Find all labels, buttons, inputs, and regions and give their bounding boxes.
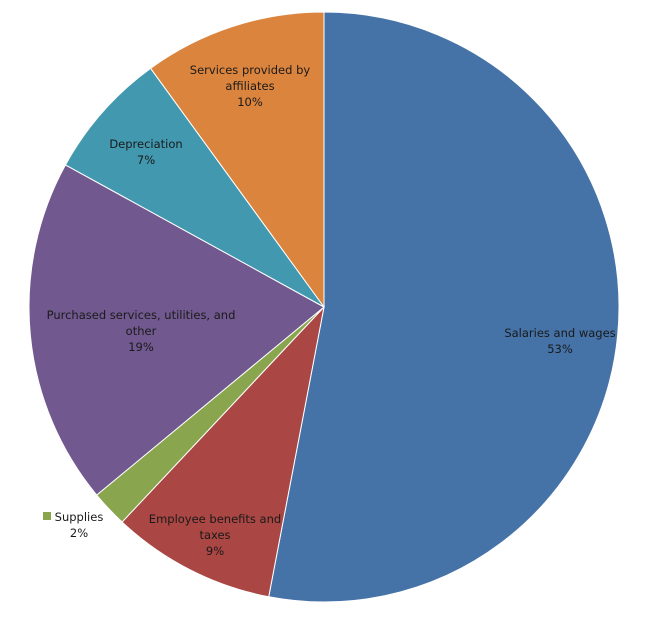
pie-slice (28, 164, 325, 496)
label-value: 19% (128, 340, 154, 354)
data-label: Salaries and wages 53% (495, 325, 625, 357)
pie-slice (64, 67, 325, 308)
data-label: Purchased services, utilities, and other… (46, 307, 236, 355)
label-value: 53% (547, 342, 573, 356)
data-label: Depreciation 7% (96, 136, 196, 168)
pie-slice (121, 305, 325, 598)
label-value: 10% (237, 95, 263, 109)
legend-key (43, 512, 51, 520)
label-value: 7% (136, 153, 156, 167)
pie-slice (268, 11, 620, 603)
data-label: Employee benefits and taxes 9% (145, 511, 285, 559)
label-value: 2% (69, 526, 89, 540)
label-name: Supplies (54, 510, 104, 524)
pie-slice (149, 11, 325, 309)
label-name: Services provided by affiliates (189, 63, 311, 93)
label-name: Depreciation (109, 137, 183, 151)
label-name: Employee benefits and taxes (148, 512, 282, 542)
label-name: Purchased services, utilities, and other (46, 308, 236, 338)
data-label: Services provided by affiliates 10% (185, 62, 315, 110)
label-value: 9% (205, 544, 225, 558)
label-name: Salaries and wages (504, 326, 616, 340)
data-label: Supplies 2% (49, 509, 109, 541)
